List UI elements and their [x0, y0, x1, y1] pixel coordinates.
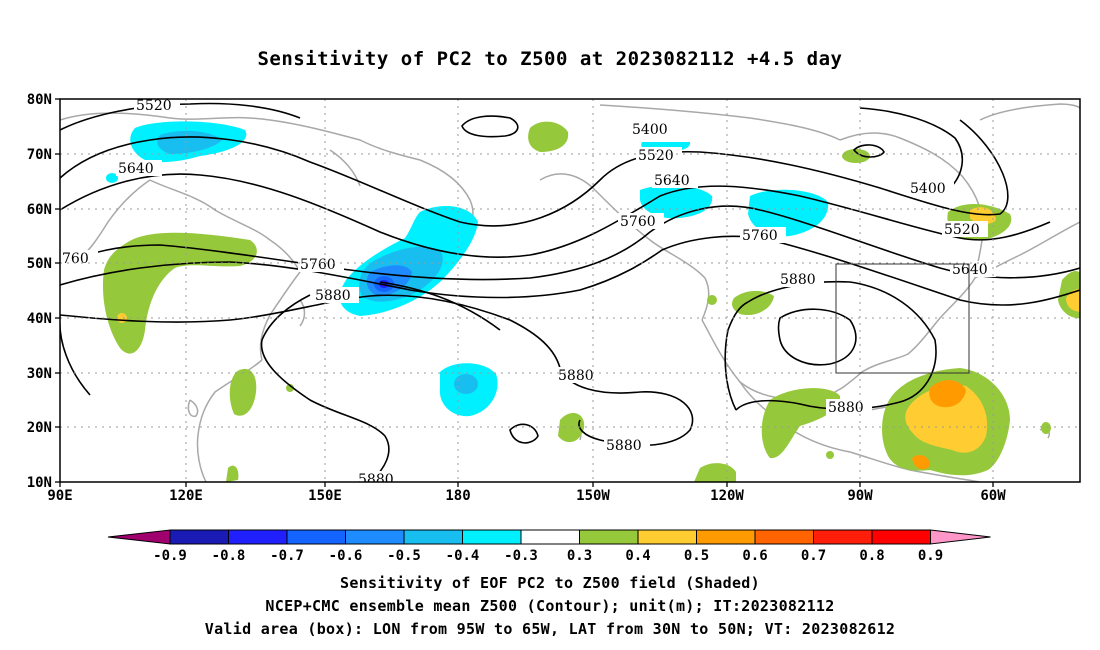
lat-label: 70N — [27, 147, 52, 163]
colorbar-cell — [169, 529, 229, 545]
plot-title: Sensitivity of PC2 to Z500 at 2023082112… — [257, 48, 843, 70]
lon-label: 150E — [308, 488, 342, 504]
z500-contours — [60, 102, 1080, 482]
colorbar-label: 0.8 — [859, 548, 884, 564]
colorbar-label: 0.4 — [625, 548, 650, 564]
colorbar-cell — [871, 529, 931, 545]
caption-line-3: Valid area (box): LON from 95W to 65W, L… — [204, 620, 896, 638]
lat-label: 10N — [27, 475, 52, 491]
contour-label: 5880 — [828, 400, 864, 416]
lat-label: 50N — [27, 256, 52, 272]
contour-label: 5760 — [300, 257, 336, 273]
lon-label: 120E — [169, 488, 203, 504]
contour-label: 5400 — [632, 122, 668, 138]
colorbar-extend-high — [930, 529, 991, 545]
colorbar-cell — [462, 529, 522, 545]
axis-ticks — [55, 98, 994, 487]
colorbar-label: 0.5 — [684, 548, 709, 564]
colorbar-label: -0.3 — [504, 548, 538, 564]
lon-label: 120W — [710, 488, 744, 504]
gridlines — [60, 99, 1080, 482]
map-frame — [59, 98, 1081, 483]
lon-label: 90W — [847, 488, 873, 504]
contour-label: 5640 — [654, 173, 690, 189]
contour-label: 5760 — [620, 214, 656, 230]
lon-label: 60W — [980, 488, 1006, 504]
colorbar-label: 0.7 — [801, 548, 826, 564]
contour-label: 5520 — [136, 98, 172, 114]
colorbar-cell — [403, 529, 463, 545]
colorbar-label: -0.6 — [329, 548, 363, 564]
colorbar-cell — [286, 529, 346, 545]
colorbar-label: 0.9 — [918, 548, 943, 564]
valid-area-box — [835, 263, 970, 374]
lat-label: 80N — [27, 92, 52, 108]
lat-label: 60N — [27, 202, 52, 218]
contour-label: 5400 — [910, 181, 946, 197]
colorbar-label: -0.4 — [446, 548, 480, 564]
colorbar-label: -0.9 — [153, 548, 187, 564]
lon-label: 90E — [47, 488, 72, 504]
colorbar-cell — [696, 529, 756, 545]
caption-line-2: NCEP+CMC ensemble mean Z500 (Contour); u… — [265, 597, 835, 615]
contour-label: 5880 — [780, 272, 816, 288]
colorbar-cell — [345, 529, 405, 545]
colorbar-cell — [520, 529, 580, 545]
contour-label: 5760 — [742, 228, 778, 244]
colorbar-label: 0.3 — [567, 548, 592, 564]
lat-label: 40N — [27, 311, 52, 327]
contour-label: 5880 — [558, 368, 594, 384]
lat-label: 20N — [27, 420, 52, 436]
colorbar-cell — [637, 529, 697, 545]
colorbar-cell — [228, 529, 288, 545]
contour-label: 5520 — [944, 222, 980, 238]
contour-label: 5880 — [606, 438, 642, 454]
colorbar-label: -0.7 — [270, 548, 304, 564]
caption-line-1: Sensitivity of EOF PC2 to Z500 field (Sh… — [340, 574, 760, 592]
colorbar-cell — [579, 529, 639, 545]
contour-label: 5520 — [638, 148, 674, 164]
colorbar-label: -0.8 — [212, 548, 246, 564]
lon-label: 180 — [445, 488, 470, 504]
colorbar-extend-low — [107, 529, 171, 545]
lat-label: 30N — [27, 366, 52, 382]
colorbar-cell — [813, 529, 873, 545]
colorbar-label: -0.5 — [387, 548, 421, 564]
colorbar-cell — [754, 529, 814, 545]
lon-label: 150W — [576, 488, 610, 504]
contour-label: 5640 — [118, 161, 154, 177]
contour-label: 5880 — [315, 288, 351, 304]
contour-label: 5880 — [358, 472, 394, 488]
colorbar-label: 0.6 — [742, 548, 767, 564]
contour-labels: 5520 5640 760 5760 5880 5400 5520 5640 5… — [60, 98, 996, 488]
contour-label: 5640 — [952, 262, 988, 278]
